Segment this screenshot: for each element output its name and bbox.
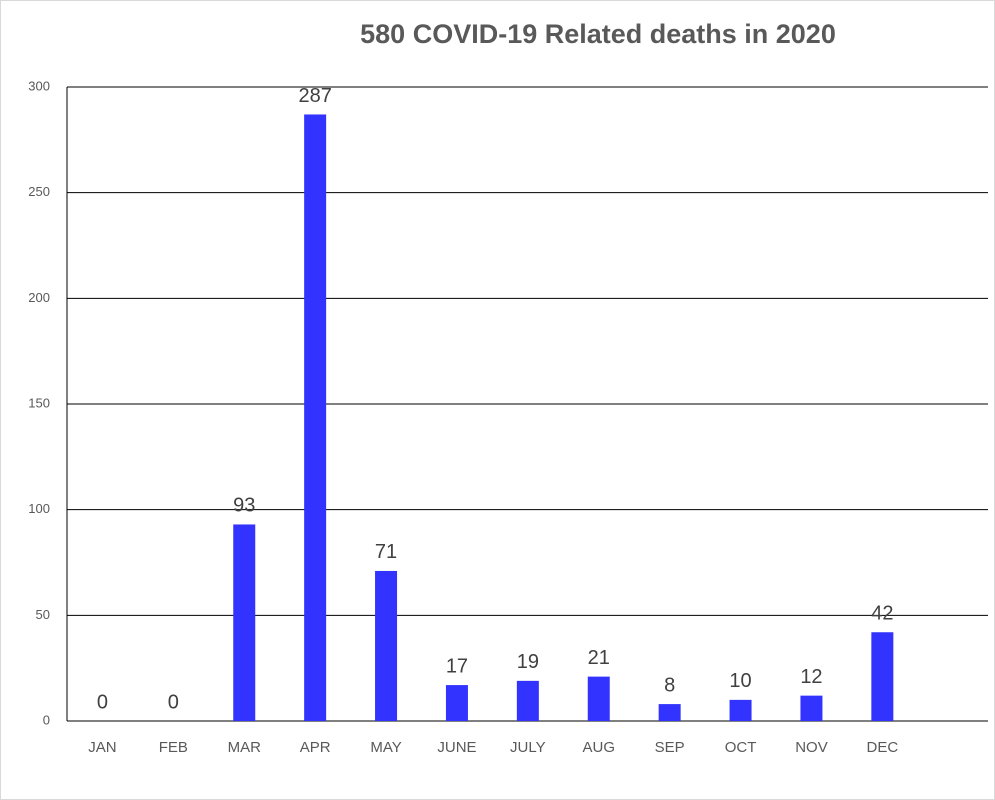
x-tick-label: MAY [370, 739, 401, 756]
data-label: 0 [168, 691, 179, 713]
bar [658, 704, 681, 721]
data-label: 12 [800, 666, 822, 688]
y-tick-label: 100 [28, 501, 50, 516]
bar [587, 676, 610, 721]
y-tick-label: 50 [36, 607, 50, 622]
bar [871, 632, 894, 721]
x-tick-label: DEC [867, 739, 899, 756]
y-tick-label: 300 [28, 78, 50, 93]
x-tick-label: NOV [795, 739, 828, 756]
x-tick-label: APR [300, 739, 331, 756]
data-label: 287 [298, 85, 331, 107]
bar [445, 685, 468, 721]
bar [729, 699, 752, 721]
data-label: 42 [871, 603, 893, 625]
x-tick-label: MAR [228, 739, 262, 756]
y-tick-label: 150 [28, 395, 50, 410]
data-label: 17 [446, 655, 468, 677]
chart-title: 580 COVID-19 Related deaths in 2020 [360, 19, 836, 49]
bar [375, 570, 398, 721]
x-tick-label: SEP [655, 739, 685, 756]
x-tick-label: JULY [510, 739, 546, 756]
x-tick-label: AUG [582, 739, 615, 756]
data-label: 8 [664, 674, 675, 696]
x-tick-label: JUNE [437, 739, 476, 756]
data-label: 10 [729, 670, 751, 692]
bar [516, 680, 539, 721]
y-tick-label: 0 [43, 712, 50, 727]
x-tick-label: FEB [159, 739, 188, 756]
y-tick-label: 250 [28, 184, 50, 199]
x-tick-label: JAN [88, 739, 116, 756]
bar [233, 524, 256, 721]
data-label: 71 [375, 541, 397, 563]
data-label: 19 [517, 651, 539, 673]
data-label: 93 [233, 495, 255, 517]
data-label: 21 [588, 647, 610, 669]
y-tick-label: 200 [28, 290, 50, 305]
x-tick-label: OCT [725, 739, 757, 756]
bar [800, 695, 823, 721]
data-label: 0 [97, 691, 108, 713]
bar [304, 114, 327, 722]
